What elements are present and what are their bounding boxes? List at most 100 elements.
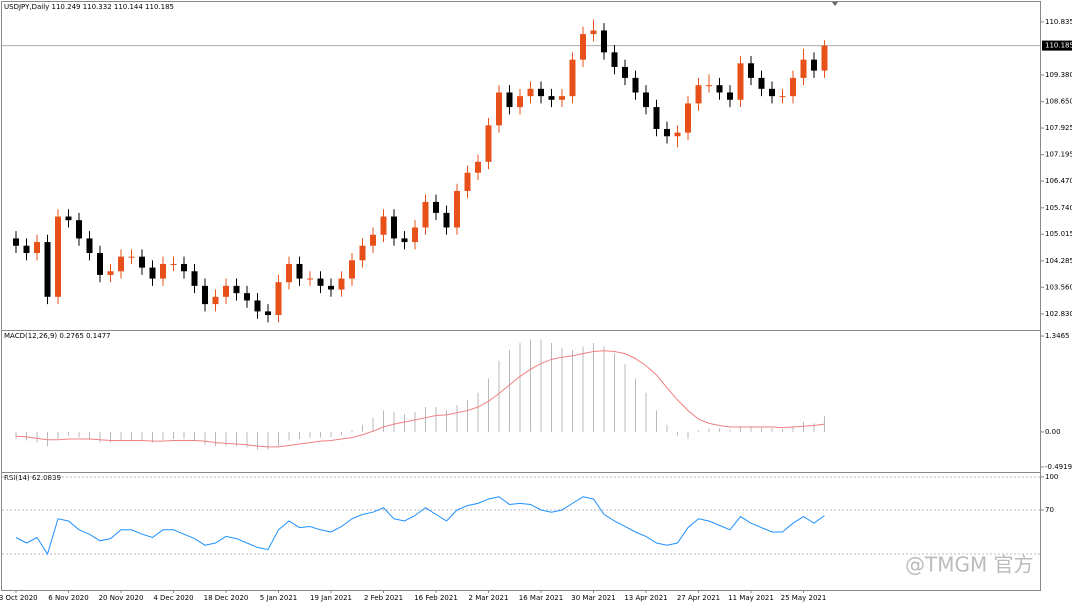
macd-bar [99,431,101,443]
macd-bar [288,431,290,441]
y-tick-label: 109.380 [1045,71,1072,79]
y-tick-label: 110.835 [1045,18,1072,26]
macd-bar [383,410,384,432]
macd-bar [677,431,678,436]
y-tick-label: 100 [1045,473,1058,481]
y-tick-label: 107.195 [1045,151,1072,159]
x-tick-label: 27 Apr 2021 [677,594,720,602]
candle-body [443,212,450,228]
price-tag-label: 110.185 [1045,42,1072,50]
candle-body [800,59,807,78]
macd-bar [593,342,594,432]
x-tick-label: 20 Nov 2020 [99,594,144,602]
candle-body [496,92,502,126]
candle-body [13,238,19,246]
candle-body [107,271,114,275]
macd-bar [131,431,132,441]
macd-bar [446,410,447,432]
macd-bar [341,431,342,435]
candle-body [527,88,534,97]
macd-bar [813,423,815,432]
macd-bar [792,426,794,432]
macd-bar [393,411,395,432]
candle-body [349,260,355,279]
candle-body [622,66,628,78]
macd-bar [803,421,804,432]
candle-body [716,85,723,93]
macd-bar [320,431,321,438]
candle-body [464,172,471,191]
macd-bar [572,350,573,432]
candle-body [737,63,744,100]
macd-bar [141,431,143,442]
macd-bar [204,431,206,445]
macd-bar [603,346,605,432]
macd-bar [624,364,626,432]
candle-body [149,267,156,279]
candle-body [538,88,544,97]
macd-bar [530,339,531,432]
macd-bar [110,431,111,443]
x-tick-label: 16 Mar 2021 [519,594,563,602]
y-tick-label: 105.740 [1045,204,1072,212]
y-tick-label: 102.830 [1045,310,1072,318]
candle-body [695,85,702,104]
macd-bar [456,404,458,432]
macd-bar [278,431,279,447]
candle-body [191,271,198,286]
macd-bar [645,392,647,432]
candle-body [170,263,177,265]
x-tick-label: 13 Apr 2021 [624,594,667,602]
candle-body [359,245,366,261]
candle-body [569,59,576,97]
candle-body [821,45,828,71]
macd-bar [362,424,363,432]
candle-body [727,92,733,100]
candle-body [433,201,439,213]
candle-body [485,125,492,162]
watermark: @TMGM 官方 [905,553,1034,577]
candle-body [653,107,660,129]
macd-bar [561,347,563,432]
candle-body [118,256,124,272]
scroll-marker [832,2,838,6]
macd-bar [183,431,185,440]
candle-body [181,263,187,272]
macd-bar [68,431,69,436]
candle-body [401,238,408,243]
y-tick-label: 70 [1045,506,1054,514]
candle-body [380,216,387,235]
candle-body [517,96,523,108]
x-tick-label: 23 Oct 2020 [0,594,38,602]
y-tick-label: 103.560 [1045,283,1072,291]
candle-body [307,278,313,280]
macd-bar [47,431,48,447]
macd-bar [824,416,825,432]
candle-body [412,227,418,243]
candle-body [317,278,324,286]
macd-bar [152,431,153,443]
x-tick-label: 11 May 2021 [728,594,774,602]
macd-bar [656,410,657,432]
macd-bar [666,424,668,432]
macd-bar [351,430,353,432]
candle-body [254,300,261,312]
candle-body [23,245,30,254]
candle-body [632,77,639,93]
candle-body [370,234,376,246]
candle-body [748,63,754,78]
macd-bar [635,378,636,432]
candle-body [160,263,166,279]
macd-bar [729,429,731,432]
y-tick-label: -0.4919 [1045,463,1072,471]
macd-bar [194,431,195,441]
candle-body [559,96,565,100]
macd-bar [719,428,720,432]
macd-bar [761,427,762,432]
candle-body [548,96,555,100]
macd-bar [687,431,689,440]
candle-body [674,132,681,137]
macd-bar [267,431,269,450]
candle-body [790,77,796,97]
